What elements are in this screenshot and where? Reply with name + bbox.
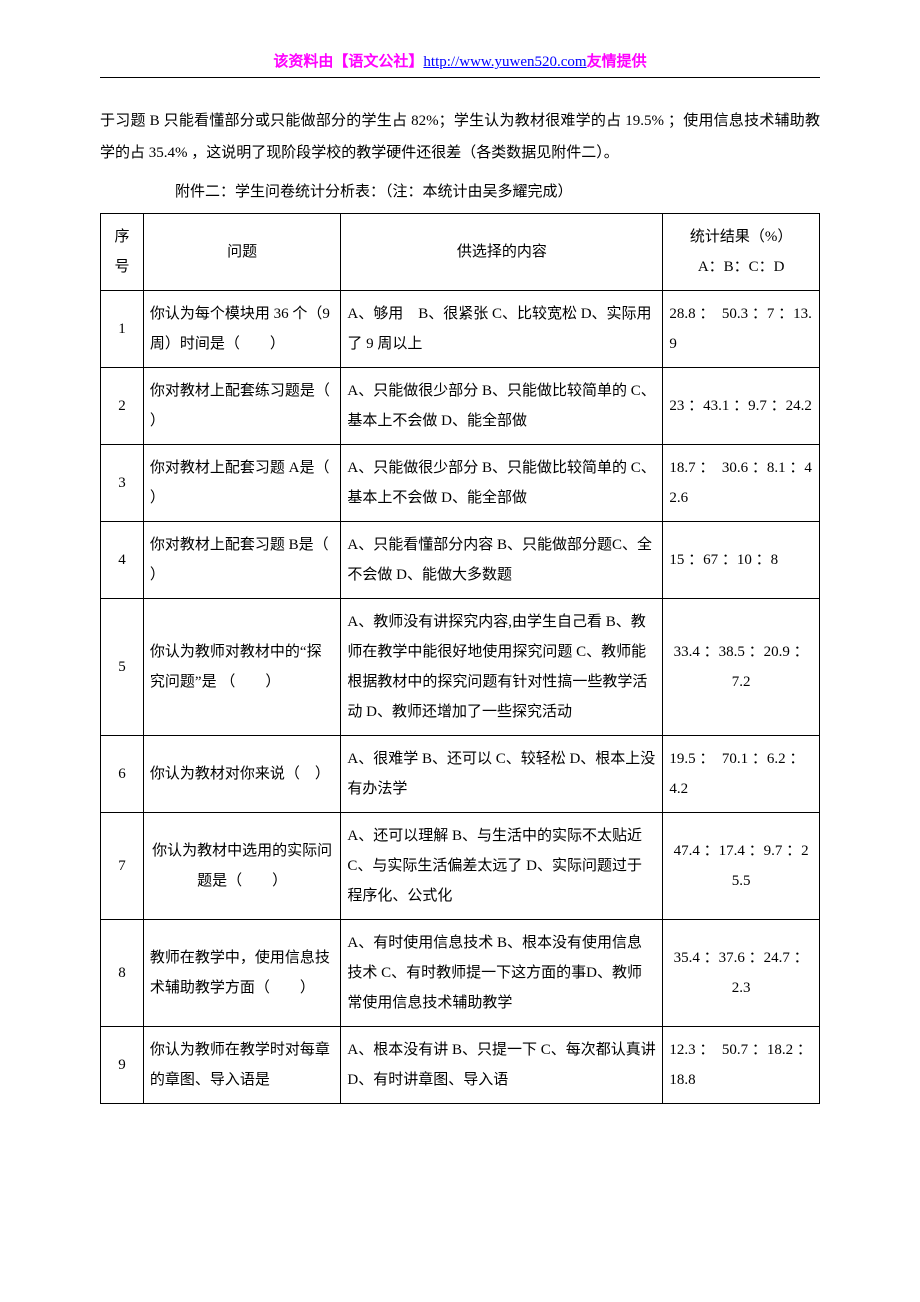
col-question-header: 问题 xyxy=(143,213,340,290)
col-num-header: 序号 xyxy=(101,213,144,290)
cell-options: A、够用 B、很紧张 C、比较宽松 D、实际用了 9 周以上 xyxy=(341,290,663,367)
source-header: 该资料由【语文公社】http://www.yuwen520.com友情提供 xyxy=(100,50,820,71)
header-brand: 【语文公社】 xyxy=(333,54,423,70)
table-row: 7你认为教材中选用的实际问题是（ ）A、还可以理解 B、与生活中的实际不太贴近 … xyxy=(101,812,820,919)
cell-options: A、有时使用信息技术 B、根本没有使用信息技术 C、有时教师提一下这方面的事D、… xyxy=(341,919,663,1026)
cell-options: A、还可以理解 B、与生活中的实际不太贴近 C、与实际生活偏差太远了 D、实际问… xyxy=(341,812,663,919)
cell-num: 3 xyxy=(101,444,144,521)
header-prefix: 该资料由 xyxy=(273,54,333,70)
cell-num: 4 xyxy=(101,521,144,598)
col-result-header: 统计结果（%）A：B：C：D xyxy=(663,213,820,290)
cell-num: 9 xyxy=(101,1026,144,1103)
cell-num: 1 xyxy=(101,290,144,367)
divider xyxy=(100,77,820,78)
table-row: 4你对教材上配套习题 B是（ ）A、只能看懂部分内容 B、只能做部分题C、全不会… xyxy=(101,521,820,598)
intro-paragraph: 于习题 B 只能看懂部分或只能做部分的学生占 82%；学生认为教材很难学的占 1… xyxy=(100,106,820,169)
table-row: 8教师在教学中，使用信息技术辅助教学方面（ ）A、有时使用信息技术 B、根本没有… xyxy=(101,919,820,1026)
cell-question: 你对教材上配套习题 A是（ ） xyxy=(143,444,340,521)
cell-num: 5 xyxy=(101,598,144,735)
col-options-header: 供选择的内容 xyxy=(341,213,663,290)
cell-result: 33.4 ：38.5 ：20.9 ：7.2 xyxy=(663,598,820,735)
table-header-row: 序号问题供选择的内容统计结果（%）A：B：C：D xyxy=(101,213,820,290)
cell-result: 15 ：67 ：10 ：8 xyxy=(663,521,820,598)
cell-question: 你对教材上配套习题 B是（ ） xyxy=(143,521,340,598)
table-row: 2你对教材上配套练习题是（ ）A、只能做很少部分 B、只能做比较简单的 C、基本… xyxy=(101,367,820,444)
cell-result: 19.5 ： 70.1 ：6.2 ：4.2 xyxy=(663,735,820,812)
cell-options: A、只能做很少部分 B、只能做比较简单的 C、基本上不会做 D、能全部做 xyxy=(341,444,663,521)
cell-options: A、只能做很少部分 B、只能做比较简单的 C、基本上不会做 D、能全部做 xyxy=(341,367,663,444)
cell-question: 你认为教材对你来说（ ） xyxy=(143,735,340,812)
table-row: 3你对教材上配套习题 A是（ ）A、只能做很少部分 B、只能做比较简单的 C、基… xyxy=(101,444,820,521)
cell-num: 8 xyxy=(101,919,144,1026)
cell-question: 你认为教材中选用的实际问题是（ ） xyxy=(143,812,340,919)
cell-options: A、根本没有讲 B、只提一下 C、每次都认真讲 D、有时讲章图、导入语 xyxy=(341,1026,663,1103)
cell-num: 6 xyxy=(101,735,144,812)
survey-table: 序号问题供选择的内容统计结果（%）A：B：C：D1你认为每个模块用 36 个（9… xyxy=(100,213,820,1104)
header-url[interactable]: http://www.yuwen520.com xyxy=(423,54,586,70)
cell-question: 你认为教师在教学时对每章的章图、导入语是 xyxy=(143,1026,340,1103)
cell-question: 你认为教师对教材中的“探究问题”是 （ ） xyxy=(143,598,340,735)
cell-question: 你对教材上配套练习题是（ ） xyxy=(143,367,340,444)
cell-result: 12.3 ： 50.7 ：18.2 ：18.8 xyxy=(663,1026,820,1103)
cell-options: A、很难学 B、还可以 C、较轻松 D、根本上没有办法学 xyxy=(341,735,663,812)
cell-result: 35.4 ：37.6 ：24.7 ：2.3 xyxy=(663,919,820,1026)
header-suffix: 友情提供 xyxy=(587,54,647,70)
table-row: 5你认为教师对教材中的“探究问题”是 （ ）A、教师没有讲探究内容,由学生自己看… xyxy=(101,598,820,735)
cell-question: 教师在教学中，使用信息技术辅助教学方面（ ） xyxy=(143,919,340,1026)
cell-result: 18.7 ： 30.6 ：8.1 ：42.6 xyxy=(663,444,820,521)
table-row: 1你认为每个模块用 36 个（9 周）时间是（ ）A、够用 B、很紧张 C、比较… xyxy=(101,290,820,367)
cell-question: 你认为每个模块用 36 个（9 周）时间是（ ） xyxy=(143,290,340,367)
cell-result: 47.4 ：17.4 ：9.7 ：25.5 xyxy=(663,812,820,919)
table-caption: 附件二：学生问卷统计分析表：（注：本统计由吴多耀完成） xyxy=(100,177,820,209)
cell-options: A、只能看懂部分内容 B、只能做部分题C、全不会做 D、能做大多数题 xyxy=(341,521,663,598)
page: 该资料由【语文公社】http://www.yuwen520.com友情提供 于习… xyxy=(0,0,920,1144)
cell-num: 2 xyxy=(101,367,144,444)
cell-result: 23 ：43.1 ：9.7 ：24.2 xyxy=(663,367,820,444)
table-row: 6你认为教材对你来说（ ）A、很难学 B、还可以 C、较轻松 D、根本上没有办法… xyxy=(101,735,820,812)
table-row: 9你认为教师在教学时对每章的章图、导入语是A、根本没有讲 B、只提一下 C、每次… xyxy=(101,1026,820,1103)
cell-result: 28.8 ： 50.3 ：7 ：13.9 xyxy=(663,290,820,367)
cell-options: A、教师没有讲探究内容,由学生自己看 B、教师在教学中能很好地使用探究问题 C、… xyxy=(341,598,663,735)
cell-num: 7 xyxy=(101,812,144,919)
